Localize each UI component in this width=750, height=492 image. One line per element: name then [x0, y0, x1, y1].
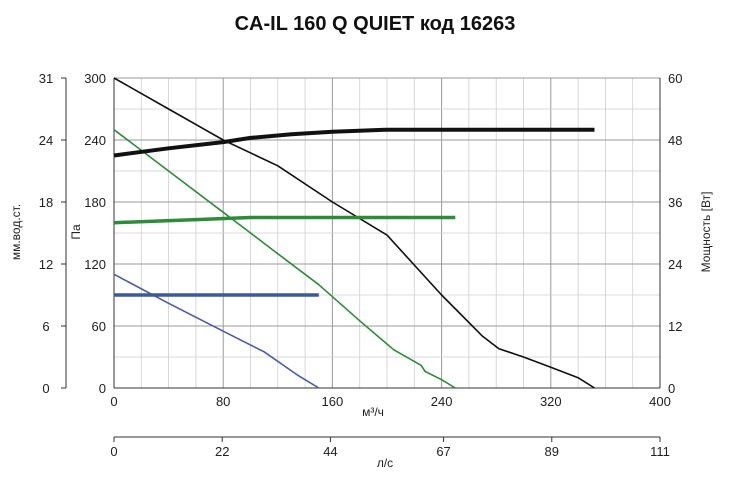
pressure-curve-2	[113, 273, 320, 389]
x-ls-tick-label: 22	[215, 444, 229, 459]
y-pa-tick-label: 300	[84, 71, 106, 86]
y-mm-tick-label: 12	[39, 257, 53, 272]
x-ls-tick-label: 111	[650, 444, 670, 459]
y-pa-tick-label: 240	[84, 133, 106, 148]
x-axis-flow-label: м³/ч	[362, 405, 384, 419]
x-ls-tick-label: 67	[436, 444, 450, 459]
y-pa-tick-label: 180	[84, 195, 106, 210]
y-power-tick-label: 48	[668, 133, 682, 148]
power-curve-3	[113, 127, 595, 158]
x-flow-tick-label: 400	[649, 394, 671, 409]
x-ls-tick-label: 0	[110, 444, 117, 459]
y-mm-tick-label: 31	[39, 71, 53, 86]
y-axis-power-label: Мощность [Вт]	[699, 192, 713, 273]
x-axis-ls-label: л/с	[377, 456, 393, 470]
x-ls-tick-label: 44	[323, 444, 337, 459]
y-axis-pa-label: Па	[69, 224, 83, 240]
pressure-curve-1	[113, 129, 456, 389]
x-flow-tick-label: 240	[431, 394, 453, 409]
y-mm-tick-label: 6	[42, 319, 49, 334]
y-pa-tick-label: 60	[92, 319, 106, 334]
series	[113, 77, 595, 389]
y-power-tick-label: 24	[668, 257, 682, 272]
y-pa-tick-label: 0	[99, 381, 106, 396]
y-power-tick-label: 60	[668, 71, 682, 86]
y-power-tick-label: 36	[668, 195, 682, 210]
y-power-tick-label: 12	[668, 319, 682, 334]
y-axis-mm-label: мм.вод.ст.	[9, 204, 23, 260]
x-ls-tick-label: 89	[545, 444, 559, 459]
chart-title: CA-IL 160 Q QUIET код 16263	[235, 13, 516, 35]
y-mm-tick-label: 0	[42, 381, 49, 396]
power-curve-4	[113, 215, 456, 225]
y-pa-tick-label: 120	[84, 257, 106, 272]
y-power-tick-label: 0	[668, 381, 675, 396]
axes	[61, 77, 661, 442]
x-flow-tick-label: 80	[216, 394, 230, 409]
y-mm-tick-label: 24	[39, 133, 53, 148]
y-mm-tick-label: 18	[39, 195, 53, 210]
x-flow-tick-label: 0	[110, 394, 117, 409]
x-flow-tick-label: 160	[322, 394, 344, 409]
pressure-curve-0	[113, 77, 595, 389]
x-flow-tick-label: 320	[540, 394, 562, 409]
